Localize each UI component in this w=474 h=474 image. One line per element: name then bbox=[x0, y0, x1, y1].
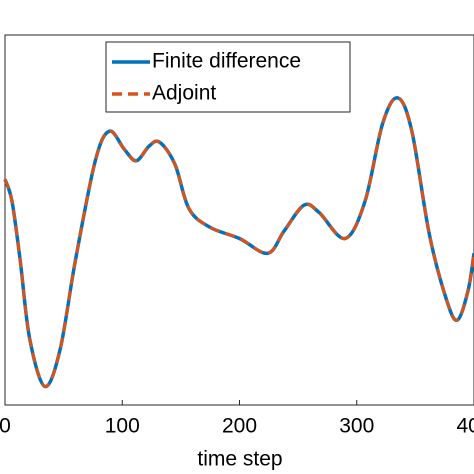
line bbox=[3, 96, 474, 388]
x-tick-label: 300 bbox=[339, 415, 374, 438]
x-tick-label: 400 bbox=[456, 415, 474, 438]
x-tick-label: 200 bbox=[222, 415, 257, 438]
legend-label: Finite difference bbox=[152, 50, 301, 73]
x-axis-label: time step bbox=[197, 448, 282, 471]
legend-label: Adjoint bbox=[152, 82, 216, 105]
legend bbox=[105, 41, 351, 113]
x-tick-label: 100 bbox=[105, 415, 140, 438]
x-tick-label: 0 bbox=[0, 415, 11, 438]
line bbox=[3, 96, 474, 389]
